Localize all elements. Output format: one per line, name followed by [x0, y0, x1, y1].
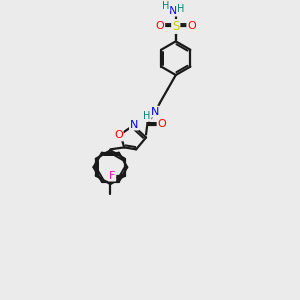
Text: O: O [158, 118, 166, 129]
Text: O: O [114, 130, 123, 140]
Text: N: N [130, 120, 138, 130]
Text: O: O [155, 22, 164, 32]
Text: H: H [162, 1, 169, 11]
Text: N: N [169, 6, 177, 16]
Text: S: S [172, 20, 179, 33]
Text: O: O [187, 22, 196, 32]
Text: F: F [109, 171, 115, 181]
Text: N: N [151, 107, 159, 117]
Text: H: H [177, 4, 184, 14]
Text: H: H [143, 111, 151, 121]
